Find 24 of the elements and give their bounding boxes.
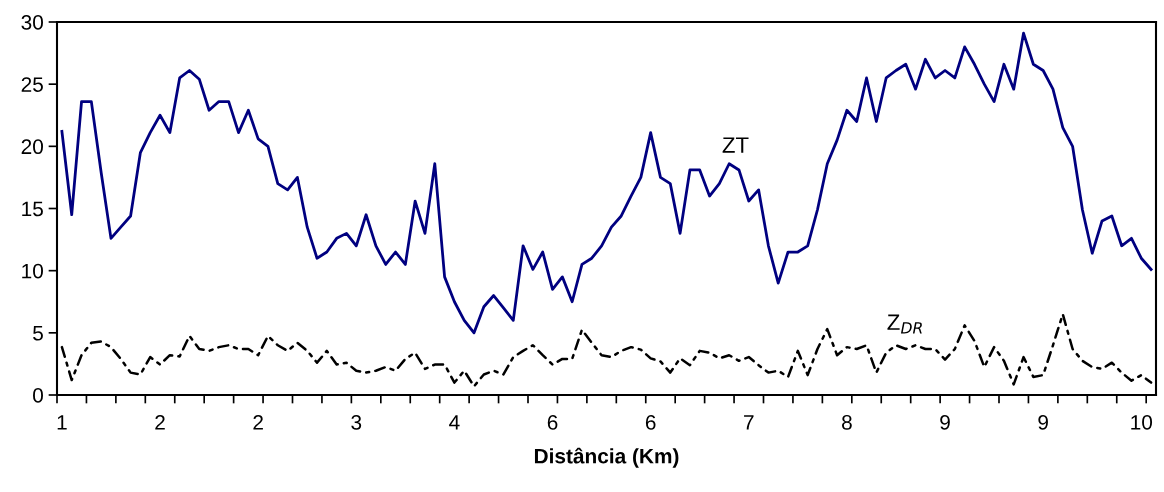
y-tick-label: 0	[33, 388, 43, 403]
line-series	[60, 31, 1153, 335]
y-tick-label: 25	[21, 77, 43, 92]
x-tick-label: 2	[253, 414, 263, 430]
y-tick-label: 20	[21, 139, 43, 155]
x-tick-label: 4	[449, 415, 460, 430]
series-label: Z$_{DR}$	[887, 314, 922, 334]
y-tick-label: 10	[22, 263, 43, 279]
x-tick-label: 6	[645, 414, 656, 430]
x-tick-label: 7	[744, 415, 754, 430]
x-tick-label: 9	[1038, 414, 1048, 430]
x-tick-label: 1	[57, 415, 67, 430]
y-tick-label: 5	[33, 326, 43, 341]
x-tick-label: 6	[547, 414, 558, 430]
x-tick-label: 3	[351, 414, 362, 430]
x-tick-label: 8	[842, 414, 852, 430]
x-axis-title: Distância (Km)	[534, 447, 679, 468]
series-label: ZT	[722, 137, 749, 153]
line-series	[60, 312, 1153, 388]
x-tick-label: 2	[155, 414, 165, 430]
y-tick-label: 30	[21, 15, 43, 30]
x-tick-label: 9	[940, 414, 950, 430]
y-tick-label: 15	[22, 201, 43, 217]
x-tick-label: 10	[1131, 414, 1153, 430]
